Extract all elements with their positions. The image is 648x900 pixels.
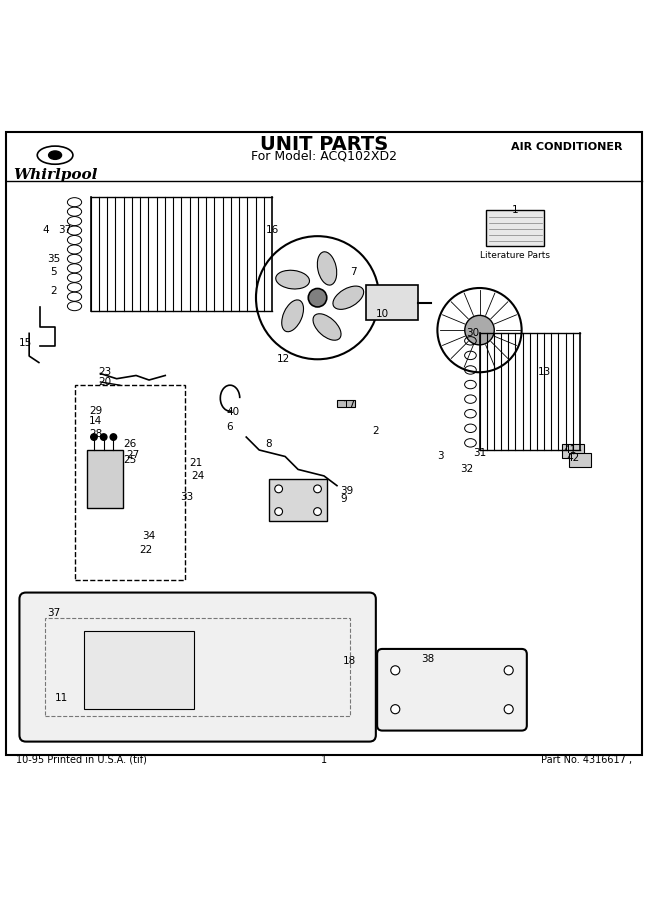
Text: 33: 33 bbox=[180, 491, 193, 501]
Circle shape bbox=[391, 666, 400, 675]
Circle shape bbox=[275, 508, 283, 516]
Ellipse shape bbox=[49, 151, 62, 159]
Text: 32: 32 bbox=[460, 464, 473, 474]
Ellipse shape bbox=[276, 270, 310, 289]
Text: 38: 38 bbox=[421, 653, 434, 663]
Text: 15: 15 bbox=[19, 338, 32, 348]
FancyBboxPatch shape bbox=[19, 592, 376, 742]
Circle shape bbox=[100, 434, 107, 440]
Circle shape bbox=[504, 666, 513, 675]
Text: 3: 3 bbox=[437, 452, 444, 462]
Bar bbox=[337, 400, 355, 407]
Text: 42: 42 bbox=[567, 453, 580, 463]
Text: 39: 39 bbox=[340, 486, 353, 496]
Text: Whirlpool: Whirlpool bbox=[13, 168, 97, 182]
Text: 14: 14 bbox=[89, 416, 102, 426]
Text: 11: 11 bbox=[55, 692, 68, 703]
Text: 29: 29 bbox=[89, 406, 102, 416]
Text: 10: 10 bbox=[376, 309, 389, 319]
Text: 40: 40 bbox=[227, 408, 240, 418]
Circle shape bbox=[504, 705, 513, 714]
Circle shape bbox=[275, 485, 283, 493]
Text: 31: 31 bbox=[473, 448, 486, 458]
FancyBboxPatch shape bbox=[562, 444, 584, 458]
Text: 22: 22 bbox=[139, 545, 152, 555]
Text: AIR CONDITIONER: AIR CONDITIONER bbox=[511, 142, 622, 152]
Text: 10-95 Printed in U.S.A. (tif): 10-95 Printed in U.S.A. (tif) bbox=[16, 755, 147, 765]
Circle shape bbox=[314, 485, 321, 493]
Text: 5: 5 bbox=[51, 266, 57, 277]
Bar bbox=[87, 450, 123, 508]
Bar bbox=[84, 632, 194, 709]
Ellipse shape bbox=[318, 252, 337, 285]
Text: 8: 8 bbox=[266, 438, 272, 448]
Text: 2: 2 bbox=[51, 286, 57, 296]
Circle shape bbox=[256, 236, 379, 359]
Text: 35: 35 bbox=[47, 254, 60, 264]
Text: 17: 17 bbox=[343, 400, 356, 410]
Text: 27: 27 bbox=[126, 450, 139, 460]
Text: 7: 7 bbox=[350, 266, 356, 277]
Text: 18: 18 bbox=[343, 655, 356, 666]
Text: 30: 30 bbox=[467, 328, 480, 338]
Text: For Model: ACQ102XD2: For Model: ACQ102XD2 bbox=[251, 149, 397, 162]
Text: 28: 28 bbox=[89, 428, 102, 439]
Text: 13: 13 bbox=[538, 367, 551, 377]
Circle shape bbox=[110, 434, 117, 440]
FancyBboxPatch shape bbox=[569, 454, 591, 467]
Text: 20: 20 bbox=[98, 377, 111, 387]
Bar bbox=[366, 284, 418, 320]
Ellipse shape bbox=[333, 286, 364, 310]
Text: 34: 34 bbox=[143, 530, 156, 541]
Text: 24: 24 bbox=[191, 471, 204, 481]
Circle shape bbox=[437, 288, 522, 373]
Text: 16: 16 bbox=[266, 225, 279, 235]
Circle shape bbox=[391, 705, 400, 714]
Text: UNIT PARTS: UNIT PARTS bbox=[260, 135, 388, 154]
Text: 25: 25 bbox=[123, 454, 136, 464]
Circle shape bbox=[91, 434, 97, 440]
Text: Literature Parts: Literature Parts bbox=[480, 251, 550, 260]
Text: 21: 21 bbox=[189, 458, 202, 468]
Text: Part No. 4316617 ,: Part No. 4316617 , bbox=[540, 755, 632, 765]
Circle shape bbox=[308, 289, 327, 307]
Text: 12: 12 bbox=[277, 355, 290, 365]
Bar bbox=[45, 618, 350, 716]
Circle shape bbox=[314, 508, 321, 516]
Text: 26: 26 bbox=[123, 438, 136, 448]
Circle shape bbox=[465, 315, 494, 345]
FancyBboxPatch shape bbox=[377, 649, 527, 731]
Bar bbox=[486, 211, 544, 246]
Ellipse shape bbox=[313, 314, 341, 340]
Text: 6: 6 bbox=[227, 422, 233, 432]
Ellipse shape bbox=[282, 300, 303, 332]
Bar bbox=[75, 385, 185, 580]
Text: 2: 2 bbox=[373, 426, 379, 436]
Text: 37: 37 bbox=[47, 608, 60, 618]
Text: 4: 4 bbox=[42, 225, 49, 235]
Text: 1: 1 bbox=[321, 755, 327, 765]
Text: 23: 23 bbox=[98, 367, 111, 377]
Ellipse shape bbox=[38, 146, 73, 164]
Text: 9: 9 bbox=[340, 493, 347, 504]
Text: 37: 37 bbox=[58, 225, 71, 235]
Text: 1: 1 bbox=[512, 205, 518, 215]
Text: 41: 41 bbox=[564, 445, 577, 455]
Bar bbox=[269, 479, 327, 521]
